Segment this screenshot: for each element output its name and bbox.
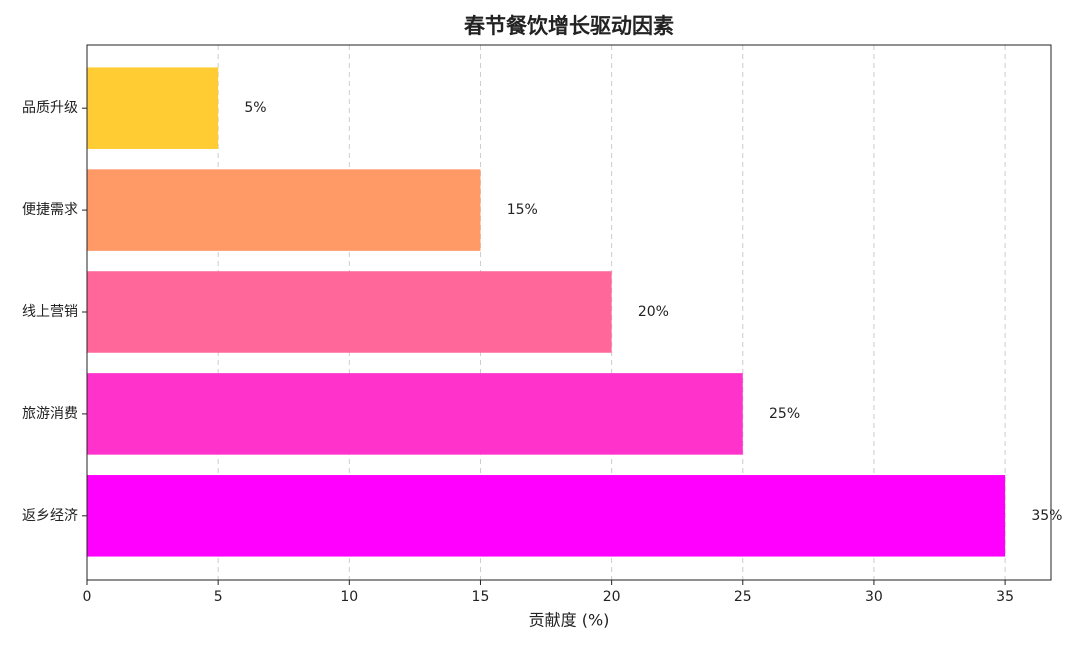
- value-label: 25%: [769, 406, 800, 422]
- value-label: 5%: [244, 100, 266, 116]
- bar: [87, 475, 1006, 557]
- value-label: 15%: [507, 202, 538, 218]
- y-tick-label: 便捷需求: [22, 202, 78, 218]
- x-tick-label: 5: [214, 589, 223, 605]
- x-axis-label: 贡献度 (%): [529, 611, 610, 630]
- value-label: 35%: [1031, 508, 1062, 524]
- x-tick-label: 20: [603, 589, 621, 605]
- x-tick-label: 15: [472, 589, 490, 605]
- value-label: 20%: [638, 304, 669, 320]
- bar: [87, 67, 219, 149]
- x-tick-label: 0: [83, 589, 92, 605]
- bar: [87, 169, 481, 251]
- x-tick-label: 10: [340, 589, 358, 605]
- chart-title: 春节餐饮增长驱动因素: [464, 14, 674, 38]
- y-tick-label: 返乡经济: [22, 508, 78, 524]
- bar: [87, 271, 612, 353]
- y-tick-label: 品质升级: [22, 100, 78, 116]
- y-tick-label: 线上营销: [22, 304, 78, 320]
- plot-frame: [86, 44, 1052, 581]
- y-tick-label: 旅游消费: [22, 406, 78, 422]
- x-tick-label: 30: [865, 589, 883, 605]
- x-tick-label: 35: [996, 589, 1014, 605]
- x-tick-label: 25: [734, 589, 752, 605]
- bar: [87, 373, 743, 455]
